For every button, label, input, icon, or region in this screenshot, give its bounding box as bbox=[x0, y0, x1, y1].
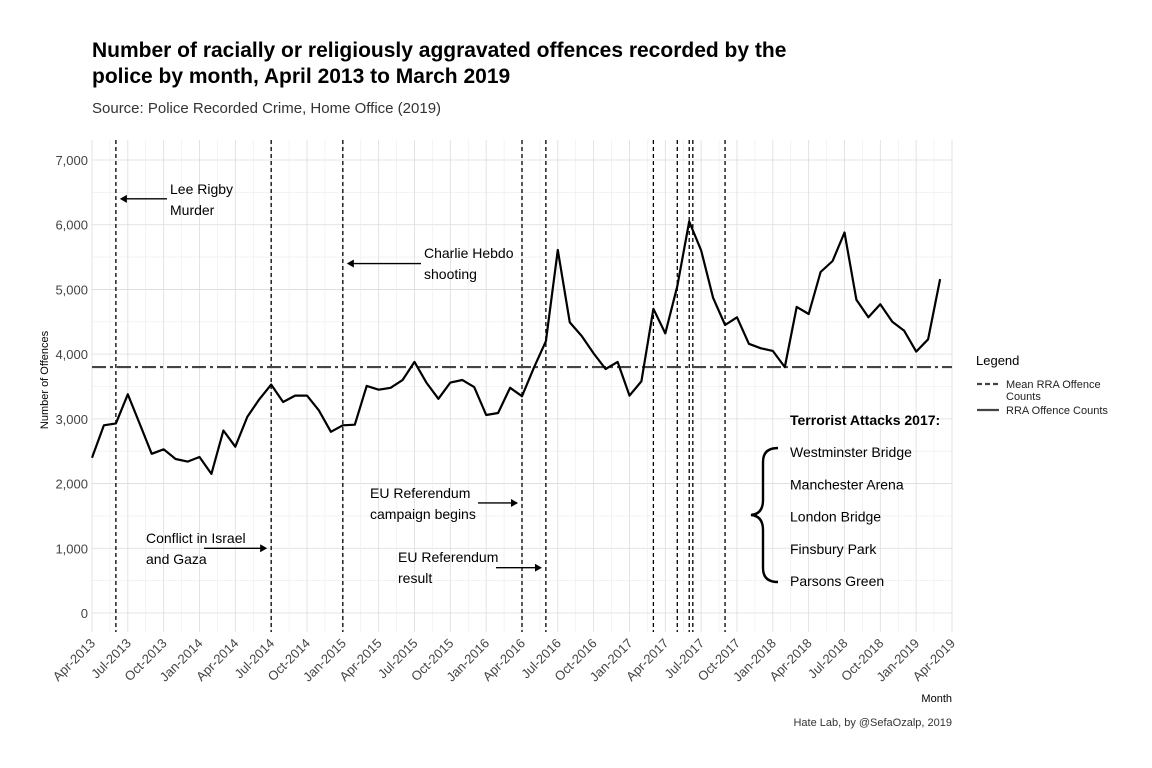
terrorist-attacks-title: Terrorist Attacks 2017: bbox=[790, 412, 940, 428]
terrorist-attack-item: Parsons Green bbox=[790, 573, 884, 589]
x-tick-label: Apr-2013 bbox=[50, 636, 98, 684]
chart-title: Number of racially or religiously aggrav… bbox=[92, 39, 786, 88]
y-tick-label: 5,000 bbox=[55, 282, 88, 297]
y-axis-label: Number of Offences bbox=[39, 330, 51, 429]
terrorist-attack-item: Westminster Bridge bbox=[790, 444, 912, 460]
terrorist-attack-item: London Bridge bbox=[790, 509, 881, 525]
y-tick-label: 3,000 bbox=[55, 412, 88, 427]
y-tick-label: 1,000 bbox=[55, 541, 88, 556]
caption: Hate Lab, by @SefaOzalp, 2019 bbox=[793, 717, 952, 729]
y-axis-ticks: 0 1,000 2,000 3,000 4,000 5,000 6,000 7,000 bbox=[55, 153, 88, 621]
annotation-text: Murder bbox=[170, 202, 215, 218]
legend-label: Counts bbox=[1006, 391, 1041, 403]
legend-label: RRA Offence Counts bbox=[1006, 405, 1108, 417]
curly-brace bbox=[750, 446, 779, 584]
annotation-text: Conflict in Israel bbox=[146, 530, 246, 546]
legend-title: Legend bbox=[976, 353, 1019, 368]
legend-label: Mean RRA Offence bbox=[1006, 379, 1101, 391]
x-axis-ticks: Apr-2013Jul-2013Oct-2013Jan-2014Apr-2014… bbox=[50, 636, 958, 685]
annotation-text: EU Referendum bbox=[370, 485, 470, 501]
y-tick-label: 2,000 bbox=[55, 477, 88, 492]
terrorist-attack-item: Finsbury Park bbox=[790, 541, 877, 557]
annotation-text: result bbox=[398, 570, 432, 586]
annotations: Lee Rigby Murder Charlie Hebdo shooting EU R… bbox=[119, 181, 542, 586]
annotation-text: EU Referendum bbox=[398, 549, 498, 565]
rra-offence-line bbox=[90, 220, 942, 475]
y-tick-label: 6,000 bbox=[55, 218, 88, 233]
series-layer bbox=[90, 220, 942, 475]
terrorist-attacks-annotation: Terrorist Attacks 2017: Westminster Bridg… bbox=[750, 412, 940, 589]
chart-subtitle: Source: Police Recorded Crime, Home Offi… bbox=[92, 100, 441, 117]
annotation-text: shooting bbox=[424, 266, 477, 282]
annotation-text: Lee Rigby bbox=[170, 181, 233, 197]
y-tick-label: 4,000 bbox=[55, 347, 88, 362]
annotation-text: Charlie Hebdo bbox=[424, 245, 514, 261]
chart-title-line-2: police by month, April 2013 to March 201… bbox=[92, 65, 510, 88]
annotation-text: campaign begins bbox=[370, 506, 476, 522]
terrorist-attack-item: Manchester Arena bbox=[790, 476, 904, 492]
annotation-text: and Gaza bbox=[146, 551, 207, 567]
y-tick-label: 7,000 bbox=[55, 153, 88, 168]
x-axis-label: Month bbox=[921, 693, 952, 705]
chart-title-line-1: Number of racially or religiously aggrav… bbox=[92, 39, 786, 62]
y-tick-label: 0 bbox=[81, 606, 88, 621]
